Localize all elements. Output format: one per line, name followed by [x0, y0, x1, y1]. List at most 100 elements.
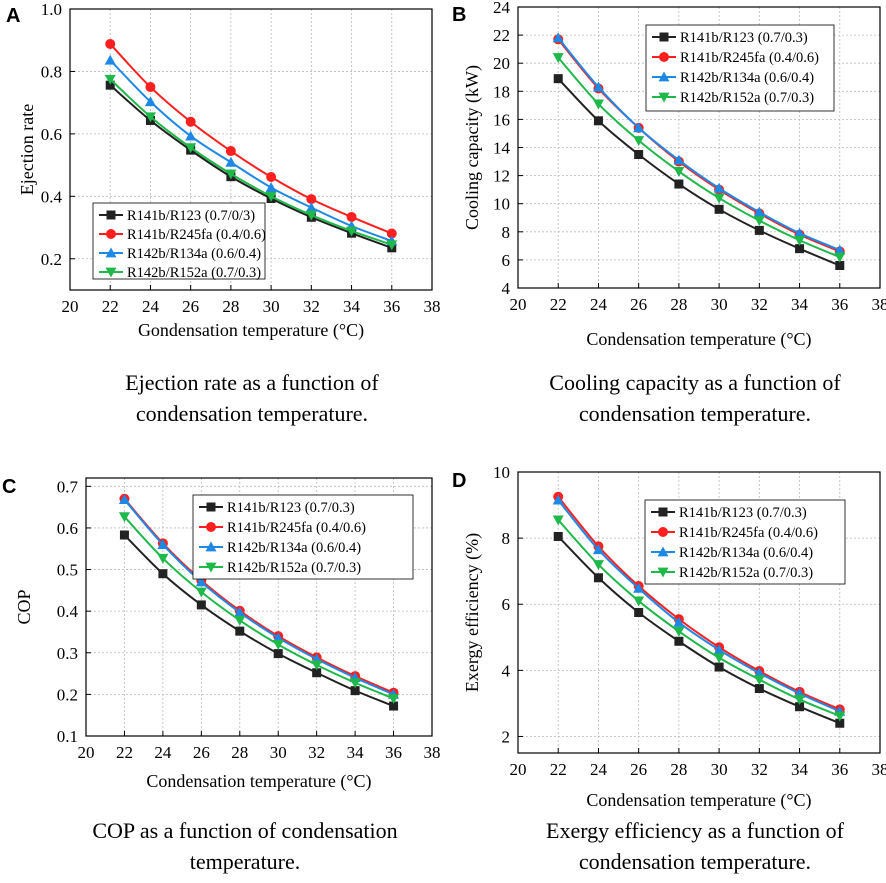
y-axis-label: Exergy efficiency (%) [462, 533, 483, 692]
y-tick-label: 22 [493, 26, 510, 45]
data-point [266, 172, 276, 182]
data-point [594, 573, 603, 582]
legend-label: R142b/R152a (0.7/0.3) [680, 90, 814, 106]
x-tick-label: 32 [303, 297, 320, 316]
y-axis-label: COP [14, 589, 34, 624]
y-tick-label: 6 [502, 251, 511, 270]
data-point [634, 608, 643, 617]
x-tick-label: 22 [550, 295, 567, 314]
legend-label: R141b/R123 (0.7/0.3) [227, 500, 355, 516]
x-tick-label: 38 [872, 760, 886, 779]
figure-caption-line: temperature. [190, 849, 301, 874]
x-tick-label: 32 [308, 743, 325, 762]
y-axis-label: Ejection rate [17, 104, 37, 195]
x-tick-label: 36 [831, 295, 848, 314]
x-tick-label: 36 [831, 760, 848, 779]
legend-label: R142b/R134a (0.6/0.4) [127, 246, 261, 262]
y-tick-label: 0.6 [41, 125, 62, 144]
data-point [197, 600, 206, 609]
x-tick-label: 20 [78, 743, 95, 762]
x-tick-label: 30 [270, 743, 287, 762]
x-tick-label: 26 [182, 297, 199, 316]
x-tick-label: 38 [424, 743, 441, 762]
x-tick-label: 34 [343, 297, 361, 316]
x-tick-label: 30 [263, 297, 280, 316]
data-point [554, 74, 563, 83]
legend-marker [206, 522, 216, 532]
legend: R141b/R123 (0.7/0/3)R141b/R245fa (0.4/0.… [93, 203, 266, 281]
legend-marker [659, 508, 668, 517]
legend-marker [107, 211, 116, 220]
y-tick-label: 14 [493, 139, 511, 158]
x-tick-label: 34 [347, 743, 365, 762]
figure-caption-line: condensation temperature. [579, 401, 811, 426]
legend-label: R142b/R152a (0.7/0.3) [227, 560, 361, 576]
x-tick-label: 36 [383, 297, 400, 316]
figure-caption-line: condensation temperature. [579, 849, 811, 874]
y-tick-label: 8 [502, 529, 511, 548]
y-tick-label: 6 [502, 595, 511, 614]
legend: R141b/R123 (0.7/0.3)R141b/R245fa (0.4/0.… [646, 25, 834, 111]
y-tick-label: 4 [502, 279, 511, 298]
y-tick-label: 10 [493, 463, 510, 482]
legend: R141b/R123 (0.7/0.3)R141b/R245fa (0.4/0.… [645, 500, 845, 584]
legend-marker [659, 52, 669, 62]
y-axis-label: Cooling capacity (kW) [462, 65, 483, 230]
panel-letter: B [452, 4, 466, 26]
figure-caption-line: Cooling capacity as a function of [549, 370, 841, 395]
data-point [145, 82, 155, 92]
legend-label: R142b/R134a (0.6/0.4) [680, 70, 814, 86]
x-tick-label: 28 [670, 760, 687, 779]
x-tick-label: 24 [142, 297, 160, 316]
y-tick-label: 0.6 [57, 519, 78, 538]
y-tick-label: 0.2 [41, 250, 62, 269]
y-tick-label: 12 [493, 167, 510, 186]
legend-label: R142b/R152a (0.7/0.3) [127, 265, 261, 281]
y-tick-label: 0.4 [57, 602, 79, 621]
y-tick-label: 8 [502, 223, 511, 242]
legend-label: R142b/R134a (0.6/0.4) [227, 540, 361, 556]
x-tick-label: 26 [630, 760, 647, 779]
y-tick-label: 1.0 [41, 0, 62, 19]
y-tick-label: 24 [493, 0, 511, 17]
data-point [226, 146, 236, 156]
panel-letter: C [2, 476, 16, 498]
data-point [674, 637, 683, 646]
y-tick-label: 0.8 [41, 62, 62, 81]
y-tick-label: 4 [502, 661, 511, 680]
legend-label: R141b/R123 (0.7/0.3) [679, 505, 807, 521]
x-tick-label: 28 [231, 743, 248, 762]
y-tick-label: 0.2 [57, 685, 78, 704]
x-tick-label: 24 [590, 295, 608, 314]
y-tick-label: 10 [493, 195, 510, 214]
data-point [594, 116, 603, 125]
legend-label: R141b/R245fa (0.4/0.6) [227, 520, 366, 536]
x-tick-label: 28 [222, 297, 239, 316]
data-point [715, 663, 724, 672]
legend: R141b/R123 (0.7/0.3) R141b/R245fa (0.4/0.… [193, 495, 413, 579]
x-tick-label: 22 [550, 760, 567, 779]
figure-caption-line: condensation temperature. [136, 401, 368, 426]
x-tick-label: 30 [711, 295, 728, 314]
x-tick-label: 32 [751, 760, 768, 779]
x-tick-label: 22 [102, 297, 119, 316]
x-tick-label: 26 [193, 743, 210, 762]
legend-label: R142b/R152a (0.7/0.3) [679, 565, 813, 581]
figure-caption-line: COP as a function of condensation [92, 818, 397, 843]
x-tick-label: 22 [116, 743, 133, 762]
legend-label: R142b/R134a (0.6/0.4) [679, 545, 813, 561]
y-tick-label: 18 [493, 82, 510, 101]
legend-label: R141b/R123 (0.7/0.3) [680, 30, 808, 46]
y-tick-label: 16 [493, 110, 510, 129]
x-axis-label: Condensation temperature (°C) [586, 329, 811, 350]
legend-label: R141b/R123 (0.7/0/3) [127, 208, 255, 224]
x-tick-label: 36 [385, 743, 402, 762]
y-tick-label: 0.5 [57, 561, 78, 580]
x-tick-label: 32 [751, 295, 768, 314]
data-point [158, 569, 167, 578]
data-point [755, 226, 764, 235]
x-axis-label: Gondensation temperature (°C) [138, 320, 364, 341]
